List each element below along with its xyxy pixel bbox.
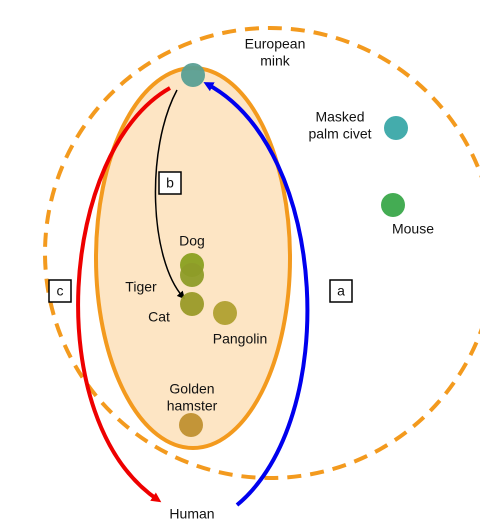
node-label: Cat bbox=[148, 309, 170, 325]
node-label: Pangolin bbox=[213, 331, 268, 347]
node-dot bbox=[179, 413, 203, 437]
node-label: Masked bbox=[315, 109, 364, 125]
node-dot bbox=[384, 116, 408, 140]
node-label: Dog bbox=[179, 233, 205, 249]
node-label: mink bbox=[260, 53, 291, 69]
arrow-c bbox=[76, 86, 171, 503]
route-box bbox=[329, 279, 353, 303]
node-label: hamster bbox=[167, 398, 218, 414]
node-label: Mouse bbox=[392, 221, 434, 237]
arrow-b bbox=[154, 89, 185, 300]
node-label: Human bbox=[169, 506, 214, 522]
node-dot bbox=[381, 193, 405, 217]
node-dot bbox=[181, 63, 205, 87]
node-label: Golden bbox=[169, 381, 214, 397]
node-label: palm civet bbox=[308, 126, 371, 142]
node-dot bbox=[213, 301, 237, 325]
route-label: c bbox=[57, 283, 64, 299]
route-box bbox=[158, 171, 182, 195]
node-dot bbox=[180, 263, 204, 287]
node-label: Tiger bbox=[125, 279, 157, 295]
route-label: b bbox=[166, 175, 174, 191]
host-range-circle bbox=[43, 26, 480, 480]
node-label: European bbox=[245, 36, 306, 52]
route-box bbox=[48, 279, 72, 303]
node-dot bbox=[180, 292, 204, 316]
arrow-a bbox=[203, 82, 310, 507]
route-label: a bbox=[337, 283, 345, 299]
